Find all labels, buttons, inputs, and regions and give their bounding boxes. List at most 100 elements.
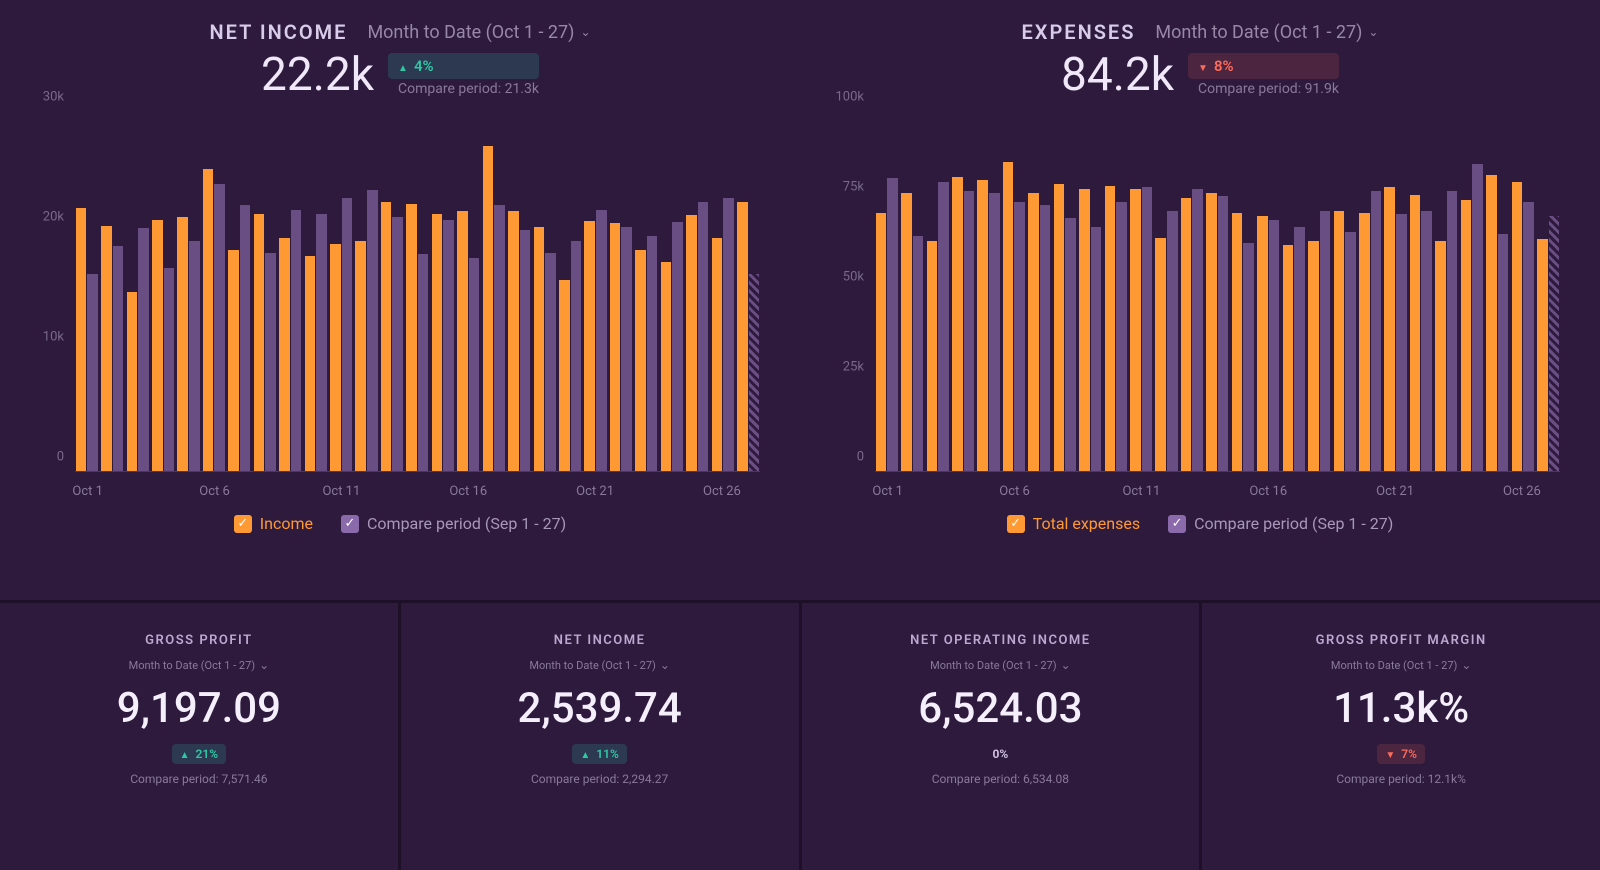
bar-compare[interactable] xyxy=(1243,243,1254,471)
bar-compare[interactable] xyxy=(571,241,582,471)
bar-primary[interactable] xyxy=(508,211,519,471)
bar-compare[interactable] xyxy=(647,236,658,471)
bar-compare[interactable] xyxy=(113,246,124,471)
legend-checkbox[interactable]: ✓ xyxy=(234,515,252,533)
bar-compare[interactable] xyxy=(596,210,607,471)
bar-primary[interactable] xyxy=(712,238,723,471)
bar-primary[interactable] xyxy=(1486,175,1497,471)
bar-primary[interactable] xyxy=(559,280,570,471)
bar-primary[interactable] xyxy=(1283,245,1294,471)
bar-primary[interactable] xyxy=(1079,189,1090,471)
bar-compare[interactable] xyxy=(1116,202,1127,471)
bar-primary[interactable] xyxy=(737,202,748,471)
bar-compare[interactable] xyxy=(494,205,505,471)
bar-compare[interactable] xyxy=(964,191,975,471)
bar-primary[interactable] xyxy=(101,226,112,471)
bar-compare[interactable] xyxy=(367,190,378,471)
bar-compare[interactable] xyxy=(87,274,98,471)
bar-primary[interactable] xyxy=(1334,211,1345,471)
bar-compare[interactable] xyxy=(1091,227,1102,471)
bar-compare[interactable] xyxy=(164,268,175,471)
legend-item-compare[interactable]: ✓Compare period (Sep 1 - 27) xyxy=(1168,514,1393,533)
bar-primary[interactable] xyxy=(1206,193,1217,471)
bar-primary[interactable] xyxy=(1410,195,1421,471)
bar-primary[interactable] xyxy=(1003,162,1014,471)
bar-primary[interactable] xyxy=(254,214,265,471)
bar-compare[interactable] xyxy=(723,198,734,471)
bar-primary[interactable] xyxy=(952,177,963,471)
bar-primary[interactable] xyxy=(635,250,646,471)
stat-period-selector[interactable]: Month to Date (Oct 1 - 27)⌄ xyxy=(930,658,1071,672)
legend-item-primary[interactable]: ✓Income xyxy=(234,514,313,533)
bar-compare[interactable] xyxy=(938,182,949,471)
bar-compare[interactable] xyxy=(1371,191,1382,471)
bar-compare[interactable] xyxy=(342,198,353,471)
bar-compare[interactable] xyxy=(1269,220,1280,471)
bar-primary[interactable] xyxy=(1130,189,1141,471)
bar-primary[interactable] xyxy=(330,244,341,471)
bar-compare[interactable] xyxy=(1396,214,1407,471)
bar-primary[interactable] xyxy=(1105,186,1116,471)
bar-primary[interactable] xyxy=(1308,241,1319,471)
bar-primary[interactable] xyxy=(584,221,595,471)
bar-compare[interactable] xyxy=(138,228,149,471)
bar-primary[interactable] xyxy=(279,238,290,471)
bar-primary[interactable] xyxy=(1232,213,1243,471)
bar-primary[interactable] xyxy=(1537,239,1548,471)
bar-primary[interactable] xyxy=(432,214,443,471)
bar-primary[interactable] xyxy=(381,202,392,471)
bar-primary[interactable] xyxy=(127,292,138,472)
bar-primary[interactable] xyxy=(1257,216,1268,471)
bar-compare[interactable] xyxy=(214,184,225,471)
bar-primary[interactable] xyxy=(876,213,887,471)
bar-primary[interactable] xyxy=(483,146,494,471)
legend-item-primary[interactable]: ✓Total expenses xyxy=(1007,514,1140,533)
bar-compare[interactable] xyxy=(520,230,531,471)
bar-compare[interactable] xyxy=(545,253,556,471)
bar-compare[interactable] xyxy=(672,222,683,471)
bar-compare[interactable] xyxy=(1192,189,1203,471)
bar-compare[interactable] xyxy=(1218,196,1229,471)
bar-compare[interactable] xyxy=(469,258,480,471)
bar-primary[interactable] xyxy=(177,217,188,471)
bar-primary[interactable] xyxy=(927,241,938,471)
bar-primary[interactable] xyxy=(1384,187,1395,471)
bar-primary[interactable] xyxy=(76,208,87,471)
legend-checkbox[interactable]: ✓ xyxy=(1007,515,1025,533)
bar-primary[interactable] xyxy=(406,204,417,471)
bar-compare[interactable] xyxy=(291,210,302,471)
bar-primary[interactable] xyxy=(1028,193,1039,471)
bar-compare[interactable] xyxy=(1294,227,1305,471)
bar-primary[interactable] xyxy=(355,241,366,471)
bar-compare[interactable] xyxy=(392,217,403,471)
bar-primary[interactable] xyxy=(901,193,912,471)
bar-primary[interactable] xyxy=(686,215,697,471)
stat-period-selector[interactable]: Month to Date (Oct 1 - 27)⌄ xyxy=(529,658,670,672)
bar-primary[interactable] xyxy=(152,220,163,471)
bar-primary[interactable] xyxy=(977,180,988,471)
bar-compare[interactable] xyxy=(749,274,760,471)
bar-compare[interactable] xyxy=(1014,202,1025,471)
stat-period-selector[interactable]: Month to Date (Oct 1 - 27)⌄ xyxy=(1331,658,1472,672)
bar-compare[interactable] xyxy=(913,236,924,471)
bar-compare[interactable] xyxy=(1065,218,1076,471)
bar-primary[interactable] xyxy=(1461,200,1472,471)
bar-primary[interactable] xyxy=(610,223,621,471)
bar-compare[interactable] xyxy=(698,202,709,471)
legend-item-compare[interactable]: ✓Compare period (Sep 1 - 27) xyxy=(341,514,566,533)
bar-compare[interactable] xyxy=(1498,234,1509,471)
bar-primary[interactable] xyxy=(1435,241,1446,471)
legend-checkbox[interactable]: ✓ xyxy=(1168,515,1186,533)
bar-compare[interactable] xyxy=(443,220,454,471)
bar-primary[interactable] xyxy=(1155,238,1166,471)
bar-primary[interactable] xyxy=(1359,213,1370,471)
bar-compare[interactable] xyxy=(1421,211,1432,471)
bar-compare[interactable] xyxy=(316,214,327,471)
bar-compare[interactable] xyxy=(1523,202,1534,471)
bar-compare[interactable] xyxy=(189,241,200,471)
bar-primary[interactable] xyxy=(203,169,214,471)
bar-primary[interactable] xyxy=(1054,184,1065,471)
stat-period-selector[interactable]: Month to Date (Oct 1 - 27)⌄ xyxy=(129,658,270,672)
bar-primary[interactable] xyxy=(1181,198,1192,471)
bar-compare[interactable] xyxy=(1320,211,1331,471)
